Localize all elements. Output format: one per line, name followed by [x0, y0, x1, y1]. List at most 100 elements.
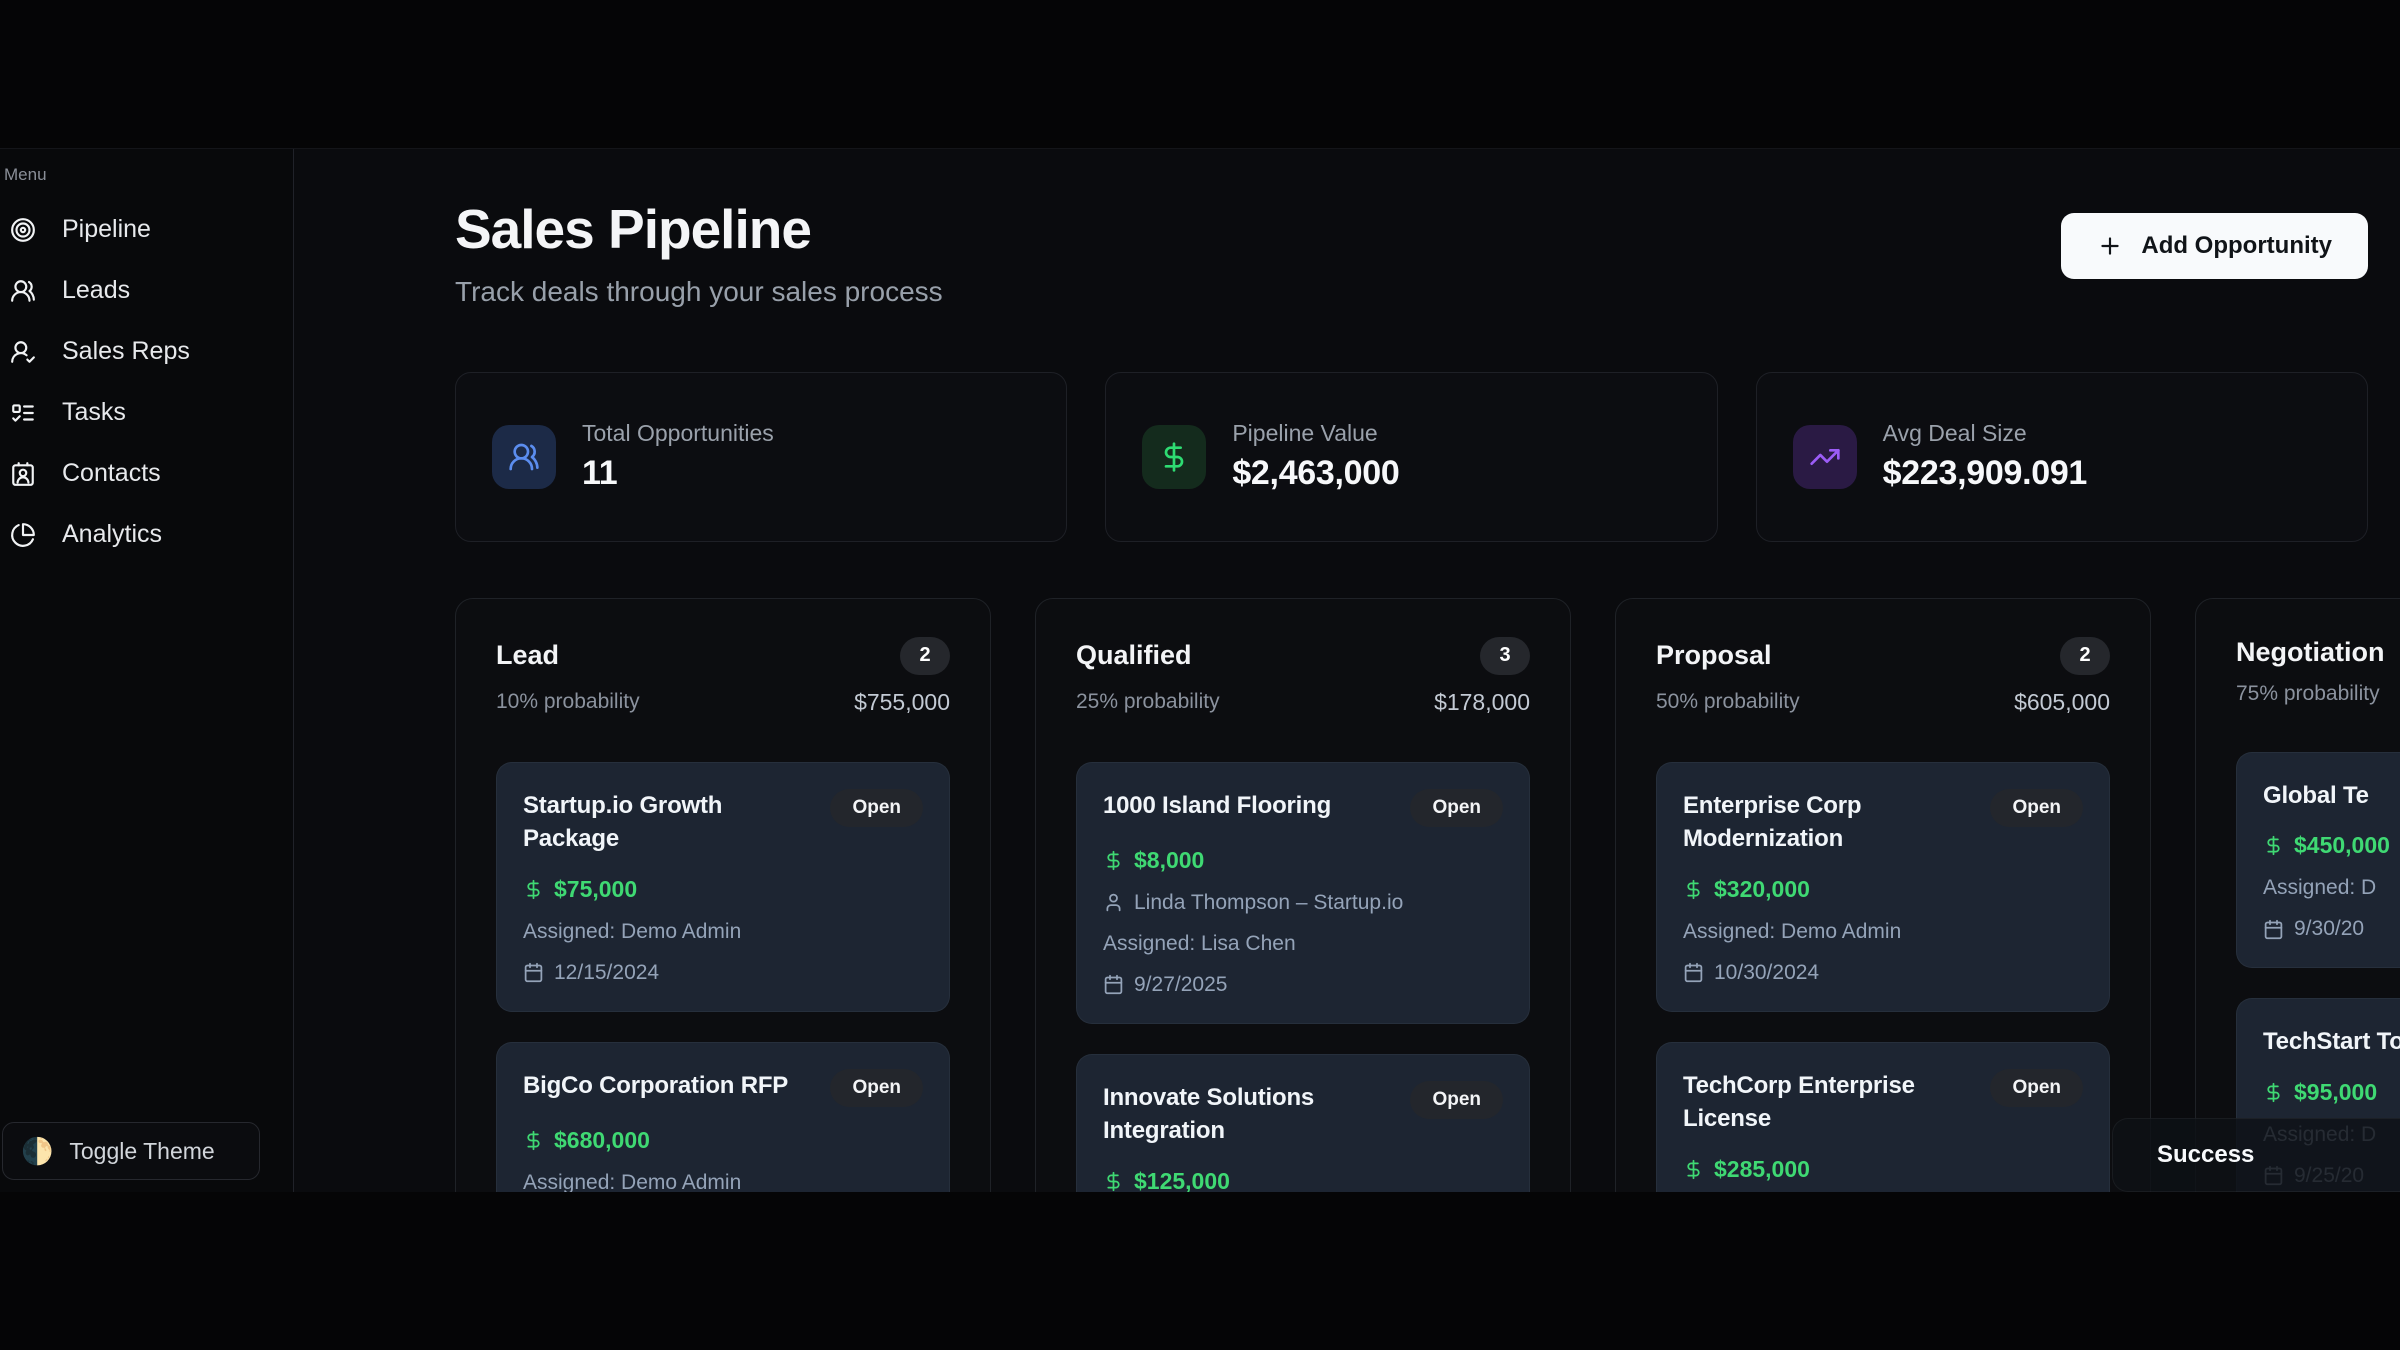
column-count-badge: 2	[2060, 636, 2110, 675]
status-badge: Open	[830, 1068, 923, 1107]
deal-card[interactable]: TechCorp Enterprise License Open $285,00…	[1656, 1041, 2110, 1192]
sidebar-item-leads[interactable]: Leads	[0, 260, 293, 321]
dollar-sign-icon	[2267, 1082, 2280, 1102]
deal-title: TechCorp Enterprise License	[1683, 1071, 1915, 1133]
column-title: Proposal	[1656, 640, 1772, 670]
list-todo-icon	[12, 403, 34, 422]
sidebar-item-label: Contacts	[62, 459, 161, 487]
deal-value: $95,000	[2294, 1078, 2378, 1105]
sidebar-item-sales-reps[interactable]: Sales Reps	[0, 321, 293, 382]
add-opportunity-button[interactable]: Add Opportunity	[2061, 213, 2368, 279]
dollar-sign-icon	[1687, 1159, 1700, 1179]
deal-value: $320,000	[1714, 875, 1810, 902]
column-lead: Lead 2 10% probability $755,000 Startup.…	[455, 597, 991, 1192]
column-count-badge: 3	[1480, 636, 1530, 675]
success-toast: Success	[2112, 1118, 2400, 1192]
status-badge: Open	[1410, 1080, 1503, 1119]
deal-card[interactable]: Startup.io Growth Package Open $75,000 A…	[496, 761, 950, 1012]
calendar-icon	[1684, 963, 1703, 983]
deal-date: 12/15/2024	[554, 960, 660, 984]
stat-label: Total Opportunities	[582, 420, 774, 446]
users-icon	[509, 443, 539, 470]
deal-title: BigCo Corporation RFP	[523, 1071, 789, 1099]
half-moon-icon: 🌓	[21, 1136, 54, 1166]
sidebar: Menu Pipeline Leads Sales Reps Tasks Con…	[0, 149, 294, 1192]
column-total: $178,000	[1434, 688, 1530, 715]
add-opportunity-label: Add Opportunity	[2141, 232, 2332, 259]
dollar-sign-icon	[1687, 879, 1700, 899]
column-title: Lead	[496, 640, 560, 670]
user-check-icon	[11, 340, 35, 363]
deal-value: $125,000	[1134, 1167, 1230, 1192]
stat-icon-tile	[1142, 424, 1207, 489]
stat-card-avg-deal-size: Avg Deal Size $223,909.091	[1755, 371, 2368, 542]
stat-value: $2,463,000	[1232, 454, 1400, 492]
deal-title: Enterprise Corp Modernization	[1683, 791, 1862, 853]
stat-icon-tile	[1792, 424, 1857, 489]
sidebar-item-contacts[interactable]: Contacts	[0, 443, 293, 504]
column-probability: 10% probability	[496, 690, 640, 713]
stats-row: Total Opportunities 11 Pipeline Value $2…	[455, 371, 2368, 542]
column-probability: 25% probability	[1076, 690, 1220, 713]
dollar-sign-icon	[527, 1130, 540, 1150]
dollar-sign-icon	[1107, 850, 1120, 870]
page-title-block: Sales Pipeline Track deals through your …	[455, 199, 943, 308]
deal-value: $450,000	[2294, 832, 2390, 859]
column-title: Qualified	[1076, 640, 1192, 670]
deal-card[interactable]: Enterprise Corp Modernization Open $320,…	[1656, 761, 2110, 1012]
dollar-sign-icon	[2267, 835, 2280, 856]
users-icon	[11, 279, 35, 302]
sidebar-item-label: Leads	[62, 276, 131, 304]
deal-title: Innovate Solutions Integration	[1103, 1083, 1315, 1145]
stat-card-total-opportunities: Total Opportunities 11	[455, 371, 1068, 542]
dollar-sign-icon	[1107, 1171, 1120, 1191]
sidebar-item-analytics[interactable]: Analytics	[0, 504, 293, 565]
main-content: Sales Pipeline Track deals through your …	[294, 149, 2400, 1192]
user-icon	[1106, 893, 1121, 912]
stat-value: 11	[582, 454, 618, 492]
deal-value: $680,000	[554, 1126, 650, 1153]
sidebar-item-label: Pipeline	[62, 215, 151, 243]
toggle-theme-label: Toggle Theme	[69, 1137, 215, 1164]
stat-label: Pipeline Value	[1232, 420, 1378, 446]
deal-contact: Linda Thompson – Startup.io	[1134, 890, 1404, 914]
status-badge: Open	[1410, 788, 1503, 827]
sidebar-item-pipeline[interactable]: Pipeline	[0, 199, 293, 260]
column-total: $755,000	[854, 688, 950, 715]
deal-assigned: Assigned: Demo Admin	[523, 1170, 742, 1192]
toggle-theme-button[interactable]: 🌓 Toggle Theme	[2, 1122, 260, 1180]
deal-title: Startup.io Growth Package	[523, 791, 723, 853]
page-title: Sales Pipeline	[455, 198, 812, 260]
stat-label: Avg Deal Size	[1882, 420, 2027, 446]
column-proposal: Proposal 2 50% probability $605,000 Ente…	[1615, 597, 2151, 1192]
column-probability: 75% probability	[2236, 681, 2380, 705]
status-badge: Open	[1990, 788, 2083, 827]
page-subtitle: Track deals through your sales process	[455, 275, 943, 307]
sidebar-item-label: Analytics	[62, 520, 163, 548]
sidebar-item-label: Tasks	[62, 398, 126, 426]
deal-assigned: Assigned: Lisa Chen	[1103, 931, 1296, 955]
deal-card[interactable]: 1000 Island Flooring Open $8,000 Linda T…	[1076, 761, 1530, 1024]
page-header: Sales Pipeline Track deals through your …	[455, 199, 2400, 308]
status-badge: Open	[1990, 1068, 2083, 1107]
stat-card-pipeline-value: Pipeline Value $2,463,000	[1105, 371, 1718, 542]
target-icon	[11, 217, 35, 242]
status-badge: Open	[830, 788, 923, 827]
deal-card[interactable]: BigCo Corporation RFP Open $680,000 Assi…	[496, 1041, 950, 1192]
deal-date: 10/30/2024	[1714, 960, 1820, 984]
pipeline-board: Lead 2 10% probability $755,000 Startup.…	[455, 597, 2400, 1192]
deal-assigned: Assigned: Demo Admin	[523, 919, 742, 943]
column-count-badge: 2	[900, 636, 950, 675]
calendar-icon	[524, 963, 543, 983]
deal-value: $75,000	[554, 875, 638, 902]
deal-value: $8,000	[1134, 846, 1205, 873]
sidebar-item-tasks[interactable]: Tasks	[0, 382, 293, 443]
stat-value: $223,909.091	[1882, 454, 2088, 492]
sidebar-item-label: Sales Reps	[62, 337, 190, 365]
deal-card[interactable]: Innovate Solutions Integration Open $125…	[1076, 1053, 1530, 1192]
column-qualified: Qualified 3 25% probability $178,000 100…	[1035, 597, 1571, 1192]
deal-card[interactable]: Global Te $450,000 Assigned: D 9/30/20	[2236, 751, 2400, 969]
calendar-icon	[1104, 974, 1123, 995]
stat-icon-tile	[492, 424, 556, 489]
deal-title: Global Te	[2263, 781, 2369, 809]
